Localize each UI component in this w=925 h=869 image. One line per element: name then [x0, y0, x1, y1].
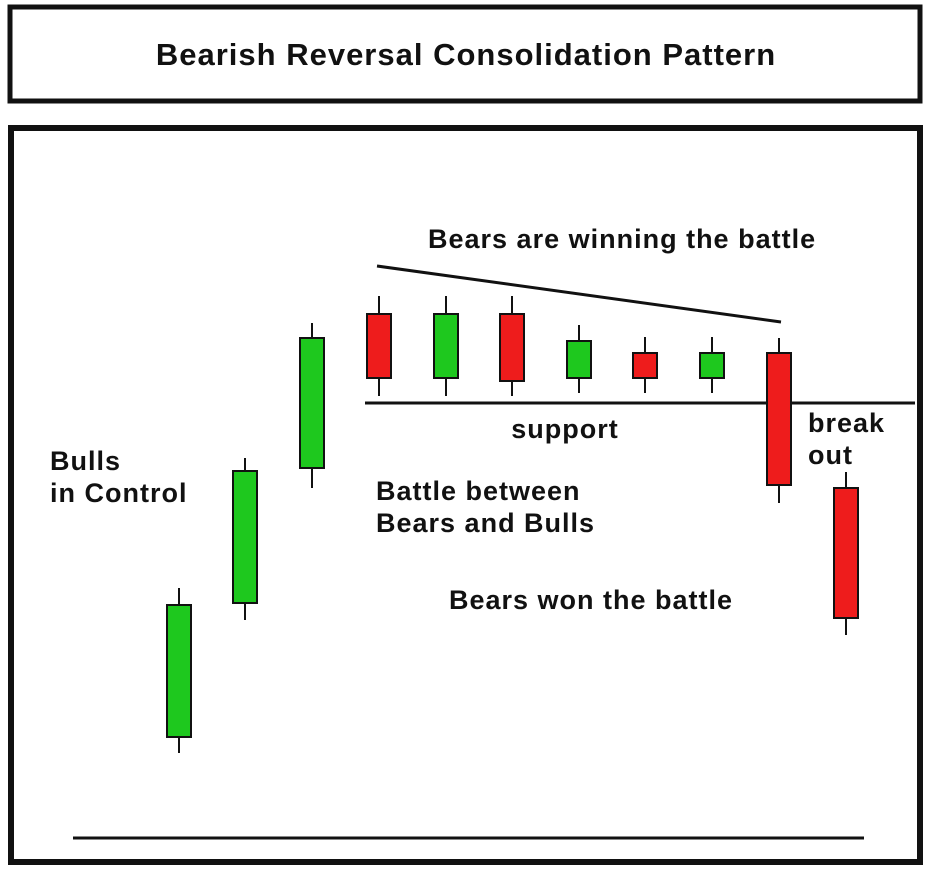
title: Bearish Reversal Consolidation Pattern [156, 37, 776, 72]
title-box [7, 4, 923, 104]
candle-body [632, 352, 658, 379]
candle-body [766, 352, 792, 486]
trend-line [376, 264, 782, 324]
candle-body [232, 470, 258, 604]
candle-body [833, 487, 859, 619]
annotation: Battle between [376, 476, 581, 506]
annotation: Bears won the battle [449, 585, 733, 615]
candle-body [366, 313, 392, 379]
frame [8, 125, 923, 865]
annotation: break [808, 408, 885, 438]
annotation: in Control [50, 478, 187, 508]
annotation: Bears and Bulls [376, 508, 595, 538]
annotation: Bulls [50, 446, 121, 476]
annotation: Bears are winning the battle [428, 224, 816, 254]
candle-body [499, 313, 525, 382]
annotation: out [808, 440, 853, 470]
annotation: support [511, 414, 619, 444]
candle-body [433, 313, 459, 379]
candle-body [299, 337, 325, 469]
candle-body [166, 604, 192, 738]
candle-body [699, 352, 725, 379]
candles [166, 296, 859, 753]
candle-body [566, 340, 592, 379]
